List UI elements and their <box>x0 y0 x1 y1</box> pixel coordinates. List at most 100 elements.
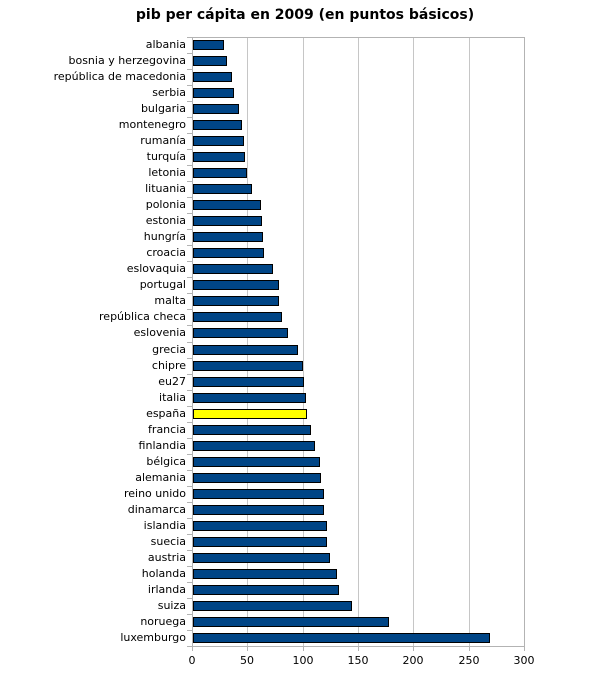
x-axis-label: 200 <box>402 654 424 667</box>
category-label: noruega <box>140 615 186 628</box>
chart-title: pib per cápita en 2009 (en puntos básico… <box>135 7 475 23</box>
category-label: reino unido <box>123 487 186 500</box>
bar-serbia <box>193 88 234 98</box>
x-axis-tick <box>524 647 525 651</box>
bar-dinamarca <box>193 505 324 515</box>
bar-croacia <box>193 248 264 258</box>
gridline <box>469 37 470 646</box>
bar-alemania <box>193 473 321 483</box>
category-label: dinamarca <box>127 503 186 516</box>
y-axis-tick <box>187 358 192 359</box>
y-axis-tick <box>187 550 192 551</box>
bar-francia <box>193 425 311 435</box>
x-axis-label: 150 <box>347 654 369 667</box>
category-label: españa <box>146 407 186 420</box>
category-label: bélgica <box>146 455 186 468</box>
category-label: república de macedonia <box>53 70 186 83</box>
y-axis-tick <box>187 614 192 615</box>
category-label: hungría <box>143 230 186 243</box>
y-axis-tick <box>187 325 192 326</box>
category-label: eslovenia <box>133 326 186 339</box>
category-label: bosnia y herzegovina <box>68 54 186 67</box>
bar-polonia <box>193 200 261 210</box>
category-label: finlandia <box>138 439 186 452</box>
bar-reino-unido <box>193 489 324 499</box>
x-axis-tick <box>303 647 304 651</box>
y-axis-tick <box>187 37 192 38</box>
bar-rep-blica-checa <box>193 312 282 322</box>
y-axis-tick <box>187 69 192 70</box>
category-label: lituania <box>145 182 186 195</box>
bar-luxemburgo <box>193 633 490 643</box>
category-label: portugal <box>139 278 186 291</box>
x-axis-label: 300 <box>513 654 535 667</box>
category-label: república checa <box>99 310 186 323</box>
y-axis-tick <box>187 406 192 407</box>
y-axis-tick <box>187 85 192 86</box>
y-axis-tick <box>187 438 192 439</box>
y-axis-tick <box>187 566 192 567</box>
x-axis-label: 0 <box>188 654 196 667</box>
y-axis-tick <box>187 454 192 455</box>
bar-eu27 <box>193 377 304 387</box>
y-axis-tick <box>187 245 192 246</box>
bar-rep-blica-de-macedonia <box>193 72 232 82</box>
gridline <box>303 37 304 646</box>
bar-finlandia <box>193 441 315 451</box>
y-axis-tick <box>187 53 192 54</box>
y-axis-tick <box>187 309 192 310</box>
category-label: albania <box>145 38 186 51</box>
bar-islandia <box>193 521 327 531</box>
y-axis-tick <box>187 229 192 230</box>
bar-lituania <box>193 184 252 194</box>
category-label: alemania <box>135 471 186 484</box>
bar-portugal <box>193 280 279 290</box>
category-label: suecia <box>150 535 186 548</box>
category-label: chipre <box>151 359 186 372</box>
y-axis-tick <box>187 213 192 214</box>
category-label: irlanda <box>147 583 186 596</box>
y-axis-tick <box>187 374 192 375</box>
category-label: bulgaria <box>140 102 186 115</box>
bar-b-lgica <box>193 457 320 467</box>
gridline <box>413 37 414 646</box>
category-label: holanda <box>141 567 186 580</box>
y-axis-tick <box>187 117 192 118</box>
bar-eslovenia <box>193 328 288 338</box>
category-label: estonia <box>145 214 186 227</box>
category-label: malta <box>154 294 186 307</box>
bar-irlanda <box>193 585 339 595</box>
x-axis-label: 100 <box>292 654 314 667</box>
x-axis-tick <box>469 647 470 651</box>
y-axis-tick <box>187 342 192 343</box>
bar-espa-a <box>193 409 307 419</box>
y-axis-tick <box>187 470 192 471</box>
bar-chipre <box>193 361 303 371</box>
plot-border <box>192 37 525 647</box>
bar-hungr-a <box>193 232 263 242</box>
bar-suecia <box>193 537 327 547</box>
y-axis-tick <box>187 518 192 519</box>
y-axis-tick <box>187 422 192 423</box>
bar-holanda <box>193 569 337 579</box>
category-label: turquía <box>146 150 186 163</box>
bar-malta <box>193 296 279 306</box>
y-axis-tick <box>187 646 192 647</box>
category-label: francia <box>148 423 186 436</box>
category-label: suiza <box>157 599 186 612</box>
bar-bosnia-y-herzegovina <box>193 56 227 66</box>
bar-noruega <box>193 617 389 627</box>
bar-grecia <box>193 345 298 355</box>
y-axis-tick <box>187 277 192 278</box>
y-axis-tick <box>187 293 192 294</box>
category-label: eslovaquia <box>126 262 186 275</box>
category-label: montenegro <box>118 118 186 131</box>
bar-montenegro <box>193 120 242 130</box>
x-axis-tick <box>358 647 359 651</box>
y-axis-tick <box>187 630 192 631</box>
y-axis-tick <box>187 149 192 150</box>
bar-italia <box>193 393 306 403</box>
y-axis-tick <box>187 181 192 182</box>
category-label: italia <box>159 391 186 404</box>
